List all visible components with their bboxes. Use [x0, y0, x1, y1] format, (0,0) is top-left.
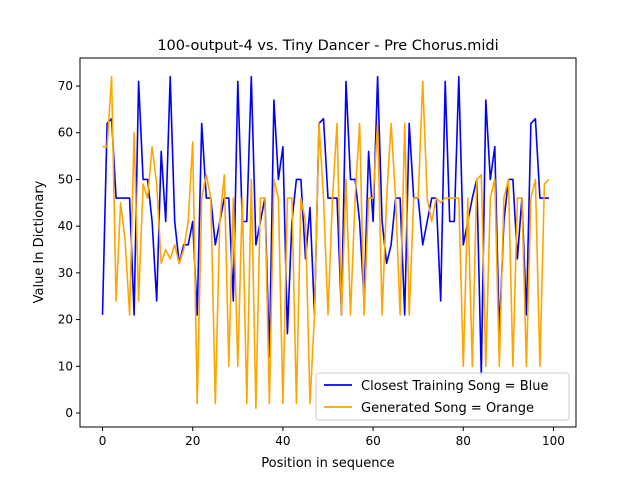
legend-label-blue: Closest Training Song = Blue: [361, 379, 548, 394]
x-axis: 0 20 40 60 80 100: [99, 427, 565, 448]
series-line-blue: [101, 75, 549, 377]
y-tick-label: 70: [58, 79, 73, 93]
plot-lines: [101, 75, 550, 410]
x-tick-label: 20: [185, 434, 200, 448]
y-tick-label: 0: [65, 406, 73, 420]
y-axis-label: Value In Dictionary: [32, 180, 47, 303]
x-tick-label: 100: [542, 434, 565, 448]
legend-label-orange: Generated Song = Orange: [361, 401, 534, 416]
y-axis: 0 10 20 30 40 50 60 70: [58, 79, 80, 420]
chart-title: 100-output-4 vs. Tiny Dancer - Pre Choru…: [157, 38, 498, 54]
y-tick-label: 20: [58, 313, 73, 327]
y-tick-label: 10: [58, 359, 73, 373]
y-tick-label: 50: [58, 172, 73, 186]
x-tick-label: 0: [99, 434, 107, 448]
y-tick-label: 60: [58, 126, 73, 140]
legend: Closest Training Song = Blue Generated S…: [315, 372, 570, 421]
series-line-orange: [102, 75, 550, 410]
x-axis-label: Position in sequence: [261, 456, 394, 471]
x-tick-label: 80: [456, 434, 471, 448]
y-tick-label: 40: [58, 219, 73, 233]
legend-box: [315, 372, 570, 421]
x-tick-label: 60: [365, 434, 380, 448]
y-tick-label: 30: [58, 266, 73, 280]
x-tick-label: 40: [275, 434, 290, 448]
plot-frame: [79, 57, 577, 428]
